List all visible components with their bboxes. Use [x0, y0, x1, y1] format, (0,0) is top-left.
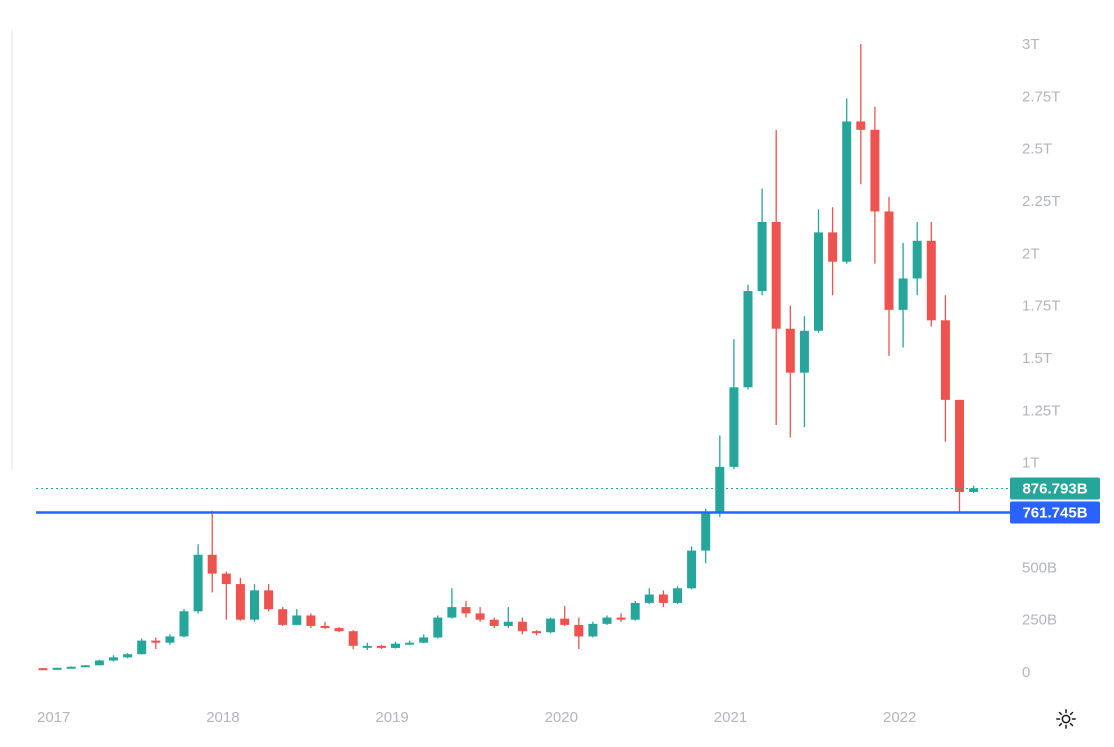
candle-body: [532, 631, 541, 634]
chart-settings-button[interactable]: [1052, 705, 1080, 733]
candle-body: [828, 232, 838, 262]
candle-body: [673, 588, 682, 603]
candle-body: [52, 667, 62, 670]
candle-body: [250, 590, 259, 620]
candle-body: [179, 611, 189, 637]
candle-body: [292, 615, 302, 625]
candle-body: [687, 550, 697, 589]
candle-body: [278, 609, 288, 625]
x-tick-label: 2019: [375, 709, 408, 726]
candle-body: [842, 121, 852, 262]
candle-body: [151, 640, 161, 643]
candle-body: [630, 602, 640, 620]
current-value-tag: 876.793B: [1010, 477, 1100, 500]
candle-body: [80, 665, 90, 668]
candle-body: [489, 619, 499, 626]
y-tick-label: 3T: [1022, 36, 1040, 53]
x-axis: 2017 2018 2019 2020 2021 2022: [37, 709, 916, 726]
candle-body: [376, 645, 386, 648]
candle-body: [137, 640, 147, 655]
candle-body: [771, 221, 781, 329]
candle-body: [588, 623, 598, 637]
candle-body: [757, 221, 767, 292]
candle-body: [912, 240, 922, 279]
y-axis: 0 250B 500B 1T 1.25T 1.5T 1.75T 2T 2.25T 2.5T 2.75…: [1022, 36, 1060, 681]
candle-body: [461, 607, 471, 614]
x-tick-label: 2017: [37, 709, 70, 726]
candle-body: [221, 573, 231, 585]
candles-layer: [38, 44, 979, 671]
candle-body: [743, 291, 753, 388]
candle-body: [447, 607, 457, 618]
candle-body: [348, 631, 358, 646]
candle-body: [235, 584, 245, 620]
candle-body: [814, 232, 823, 331]
y-tick-label: 0: [1022, 664, 1030, 681]
x-tick-label: 2020: [545, 709, 578, 726]
candle-body: [193, 554, 203, 612]
y-tick-label: 1.25T: [1022, 402, 1060, 419]
candle-body: [940, 320, 950, 400]
candle-body: [503, 621, 513, 626]
candle-body: [66, 666, 76, 669]
horizontal-level-label: 761.745B: [1022, 505, 1087, 522]
candle-body: [658, 594, 668, 603]
x-tick-label: 2021: [714, 709, 747, 726]
candle-body: [884, 211, 894, 310]
candle-body: [419, 637, 429, 643]
y-tick-label: 2.5T: [1022, 141, 1052, 158]
gear-icon: [1056, 709, 1076, 729]
candle-body: [715, 466, 725, 513]
candle-body: [517, 621, 527, 632]
candle-body: [926, 240, 936, 321]
candle-body: [856, 121, 866, 130]
candle-body: [616, 617, 626, 620]
candle-body: [602, 617, 612, 624]
candle-body: [123, 654, 133, 658]
candle-body: [574, 624, 584, 637]
y-tick-label: 250B: [1022, 612, 1057, 629]
candle-body: [870, 129, 880, 212]
current-value-label: 876.793B: [1022, 480, 1087, 497]
y-tick-label: 1T: [1022, 455, 1040, 472]
candle-body: [207, 554, 217, 574]
candle-body: [955, 399, 964, 492]
candle-body: [701, 512, 711, 551]
candle-body: [785, 328, 795, 373]
candle-body: [306, 615, 316, 626]
y-tick-label: 1.5T: [1022, 350, 1052, 367]
candle-body: [433, 617, 443, 638]
candle-body: [94, 660, 104, 666]
y-tick-label: 500B: [1022, 559, 1057, 576]
x-tick-label: 2022: [883, 709, 916, 726]
y-tick-label: 2.75T: [1022, 88, 1060, 105]
candle-body: [799, 330, 809, 373]
candle-body: [264, 590, 274, 610]
candle-body: [405, 642, 415, 645]
candle-body: [320, 625, 330, 629]
candle-body: [334, 628, 344, 632]
candle-body: [898, 278, 908, 310]
candle-body: [969, 488, 979, 492]
y-tick-label: 2.25T: [1022, 193, 1060, 210]
candle-body: [560, 618, 570, 625]
candle-body: [729, 387, 739, 467]
y-tick-label: 2T: [1022, 245, 1040, 262]
x-tick-label: 2018: [206, 709, 239, 726]
candle-body: [38, 668, 48, 671]
candle-body: [391, 643, 400, 648]
candle-body: [546, 618, 556, 633]
candle-body: [109, 657, 118, 661]
candle-body: [644, 594, 654, 603]
y-tick-label: 1.75T: [1022, 298, 1060, 315]
candle-body: [475, 613, 485, 620]
candle-body: [362, 645, 372, 648]
horizontal-level-tag[interactable]: 761.745B: [1010, 501, 1100, 524]
candle-body: [165, 636, 175, 643]
